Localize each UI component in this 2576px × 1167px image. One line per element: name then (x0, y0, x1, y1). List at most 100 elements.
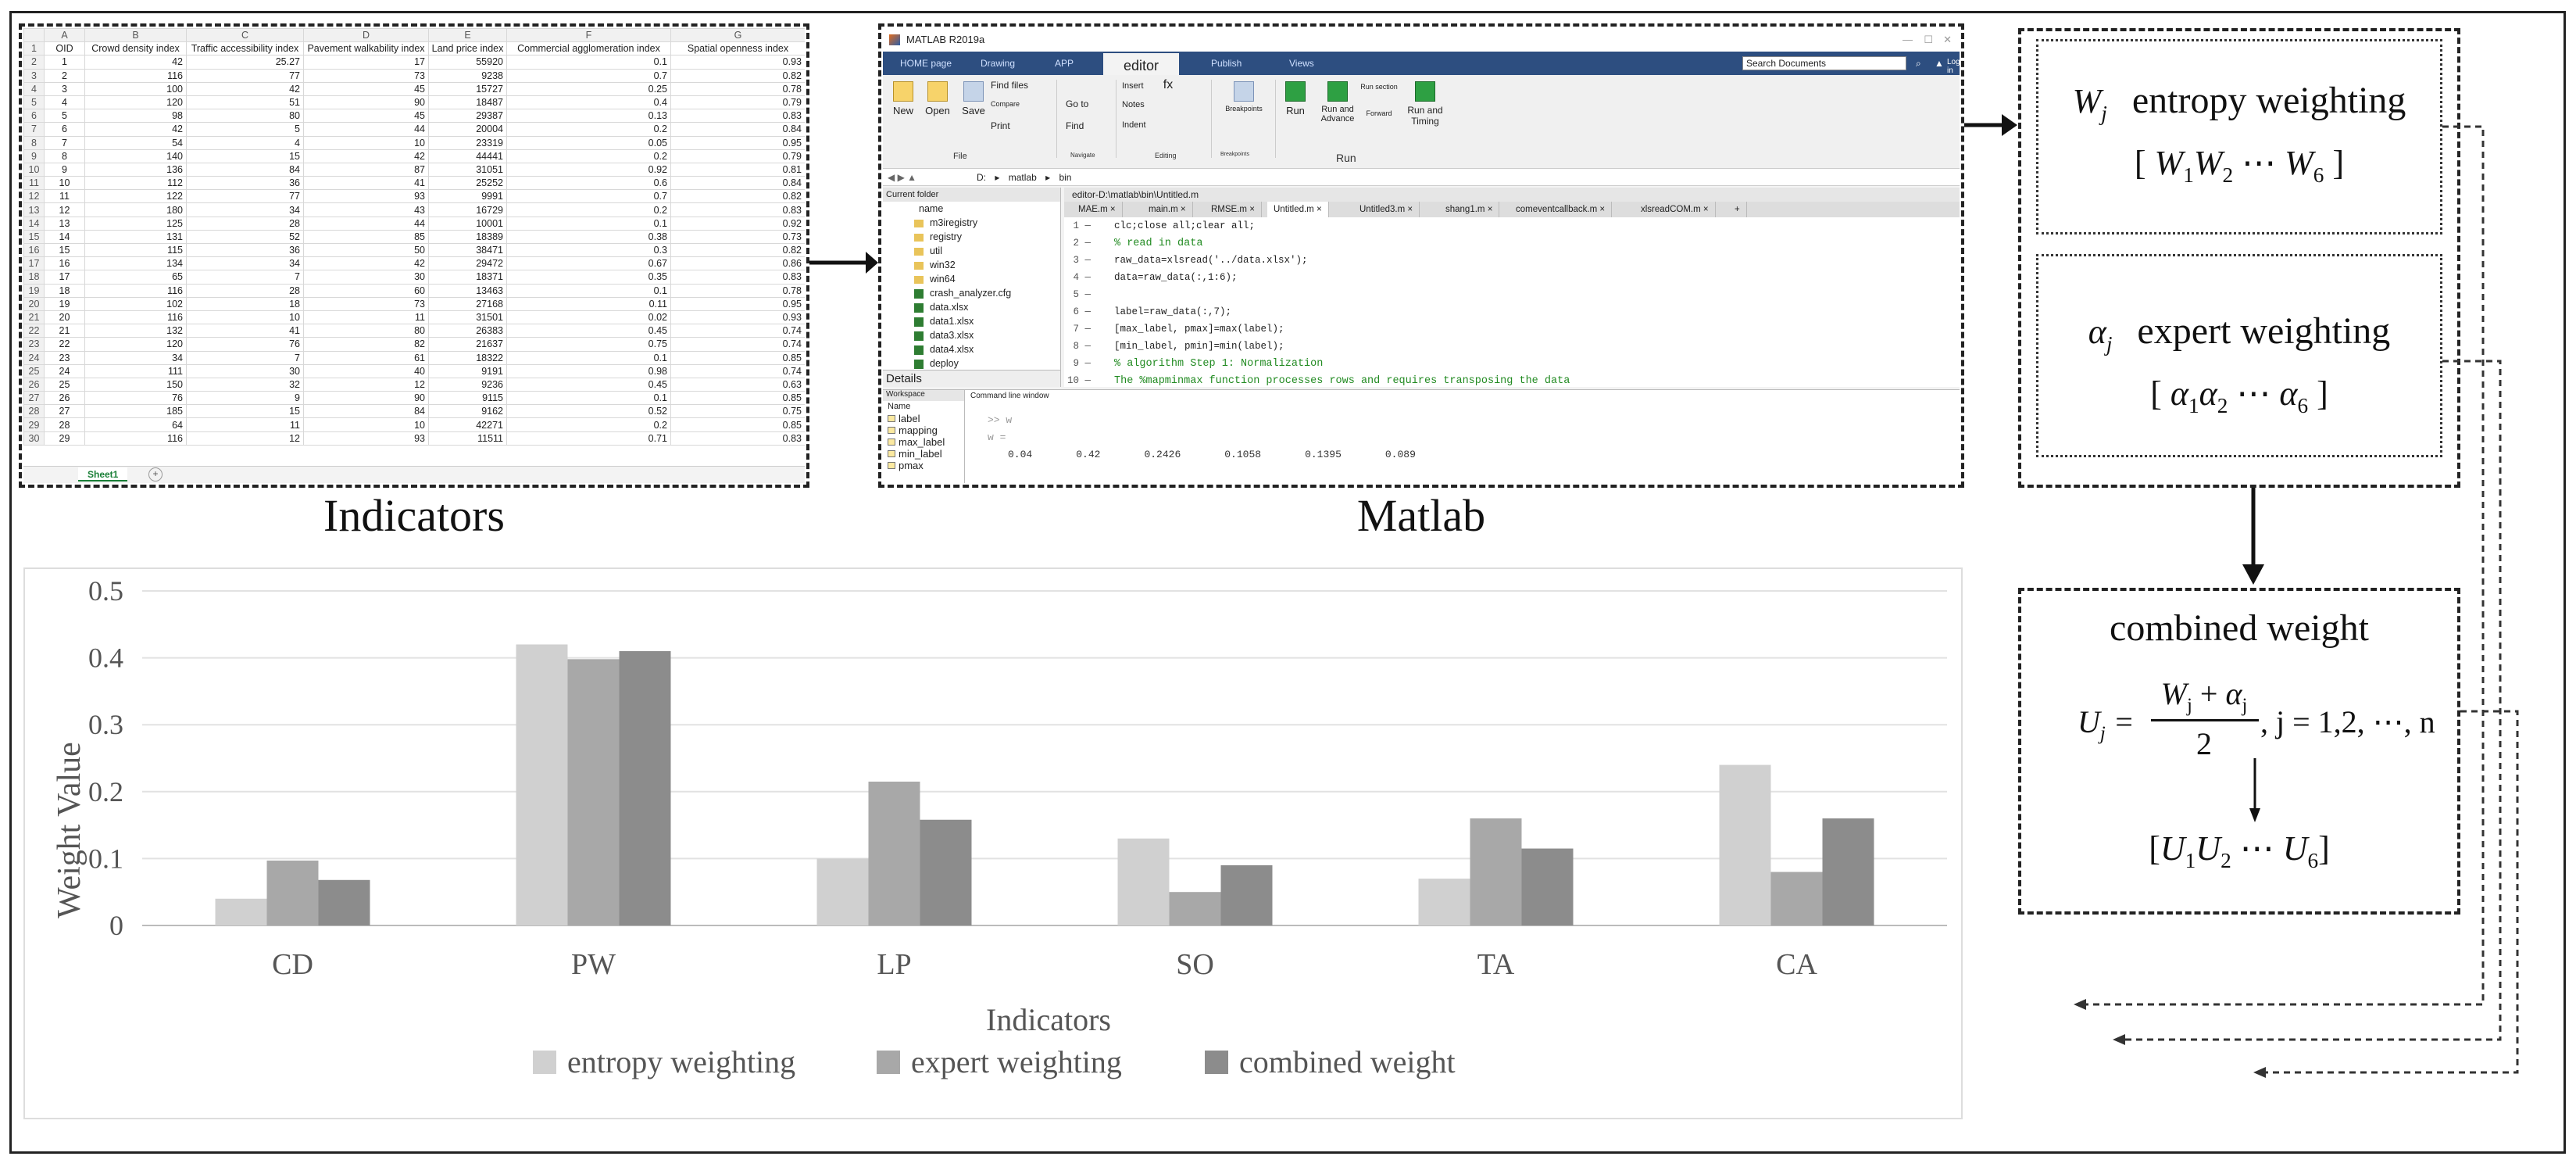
file-item[interactable]: util (883, 244, 1060, 258)
table-cell[interactable]: 0.71 (506, 431, 671, 446)
table-cell[interactable]: 25.27 (186, 55, 304, 70)
table-cell[interactable]: 0.85 (670, 417, 805, 432)
table-cell[interactable]: 38471 (428, 242, 507, 258)
column-letter-D[interactable]: D (303, 28, 429, 43)
table-cell[interactable]: 20 (44, 310, 85, 325)
sheet-tab[interactable]: Sheet1 (78, 467, 128, 481)
table-cell[interactable]: 90 (303, 95, 429, 110)
table-cell[interactable]: 22 (44, 337, 85, 352)
table-cell[interactable]: 18 (44, 283, 85, 298)
column-letter-G[interactable]: G (670, 28, 805, 43)
table-cell[interactable]: 9991 (428, 189, 507, 204)
table-cell[interactable]: 0.92 (670, 216, 805, 231)
workspace-name-col[interactable]: Name (888, 402, 911, 411)
table-cell[interactable]: 136 (84, 162, 187, 177)
minimize-icon[interactable]: — (1903, 34, 1913, 45)
editor-tab[interactable]: xlsreadCOM.m × (1635, 202, 1716, 217)
row-number[interactable]: 6 (23, 109, 45, 124)
command-window[interactable]: Command line window >> w w = 0.04 0.42 0.2… (969, 390, 1953, 483)
table-cell[interactable]: 21637 (428, 337, 507, 352)
table-cell[interactable]: 42271 (428, 417, 507, 432)
row-number[interactable]: 13 (23, 202, 45, 217)
table-cell[interactable]: 84 (303, 404, 429, 419)
tab-app[interactable]: APP (1055, 58, 1074, 69)
tab-home[interactable]: HOME page (900, 58, 952, 69)
row-number[interactable]: 29 (23, 417, 45, 432)
table-cell[interactable]: 85 (303, 229, 429, 245)
workspace-variable[interactable]: mapping (883, 424, 964, 436)
file-item[interactable]: win32 (883, 258, 1060, 272)
table-cell[interactable]: 122 (84, 189, 187, 204)
editor-tab[interactable]: main.m × (1142, 202, 1193, 217)
search-icon[interactable]: ⌕ (1916, 58, 1921, 69)
search-input[interactable]: Search Documents (1742, 56, 1906, 70)
table-cell[interactable]: 116 (84, 283, 187, 298)
column-header[interactable]: Crowd density index (84, 41, 187, 56)
table-cell[interactable]: 15727 (428, 81, 507, 96)
row-number[interactable]: 5 (23, 95, 45, 110)
row-number[interactable]: 11 (23, 176, 45, 191)
file-item[interactable]: deploy (883, 356, 1060, 371)
table-cell[interactable]: 24 (44, 363, 85, 378)
table-cell[interactable]: 10 (303, 417, 429, 432)
file-item[interactable]: registry (883, 230, 1060, 244)
notification-icon[interactable]: ▲ (1935, 58, 1944, 69)
table-cell[interactable]: 40 (303, 363, 429, 378)
tab-editor[interactable]: editor (1103, 53, 1180, 75)
add-sheet-button[interactable]: + (148, 467, 163, 481)
table-cell[interactable]: 0.83 (670, 270, 805, 285)
file-item[interactable]: win64 (883, 272, 1060, 286)
table-cell[interactable]: 9115 (428, 391, 507, 406)
table-cell[interactable]: 34 (186, 256, 304, 271)
editor-tab[interactable]: RMSE.m × (1205, 202, 1262, 217)
tab-drawing[interactable]: Drawing (981, 58, 1016, 69)
column-header[interactable]: Land price index (428, 41, 507, 56)
row-number[interactable]: 12 (23, 189, 45, 204)
row-number[interactable]: 23 (23, 337, 45, 352)
table-cell[interactable]: 90 (303, 391, 429, 406)
run-button[interactable]: Run (1280, 81, 1311, 116)
open-button[interactable]: Open (920, 81, 955, 116)
run-advance-button[interactable]: Run and Advance (1314, 81, 1361, 124)
forward-button[interactable]: Forward (1366, 109, 1392, 117)
details-header[interactable]: Details (883, 370, 1060, 387)
table-cell[interactable]: 76 (84, 391, 187, 406)
find-files-button[interactable]: Find files (991, 80, 1029, 91)
workspace-variable[interactable]: max_label (883, 436, 964, 448)
table-cell[interactable]: 0.93 (670, 55, 805, 70)
table-cell[interactable]: 102 (84, 296, 187, 311)
login-link[interactable]: Log in (1947, 58, 1960, 75)
tab-views[interactable]: Views (1289, 58, 1314, 69)
table-cell[interactable]: 23319 (428, 135, 507, 150)
table-cell[interactable]: 21 (44, 324, 85, 338)
table-cell[interactable]: 0.52 (506, 404, 671, 419)
editor-tab[interactable]: MAE.m × (1072, 202, 1123, 217)
find-button[interactable]: Find (1066, 120, 1084, 131)
save-button[interactable]: Save (956, 81, 991, 116)
table-cell[interactable]: 125 (84, 216, 187, 231)
table-cell[interactable]: 0.2 (506, 149, 671, 163)
new-tab-button[interactable]: + (1728, 202, 1747, 217)
address-folder[interactable]: matlab (1008, 172, 1037, 183)
editor-tab[interactable]: Untitled3.m × (1353, 202, 1420, 217)
table-cell[interactable]: 93 (303, 431, 429, 446)
code-area[interactable]: 1 — clc;close all;clear all; 2 — % read in … (1064, 217, 1960, 389)
editor-tab[interactable]: Untitled.m × (1267, 202, 1329, 217)
file-item[interactable]: data1.xlsx (883, 314, 1060, 328)
table-cell[interactable]: 15 (44, 242, 85, 258)
nav-back-icon[interactable]: ◀ ▶ ▲ (888, 172, 917, 183)
table-cell[interactable]: 15 (186, 404, 304, 419)
row-number[interactable]: 9 (23, 149, 45, 163)
workspace-variable[interactable]: label (883, 413, 964, 424)
close-icon[interactable]: ✕ (1943, 34, 1952, 45)
table-cell[interactable]: 0.2 (506, 417, 671, 432)
table-cell[interactable]: 34 (186, 202, 304, 217)
table-cell[interactable]: 0.67 (506, 256, 671, 271)
table-cell[interactable]: 116 (84, 431, 187, 446)
row-number[interactable]: 28 (23, 404, 45, 419)
insert-button[interactable]: Insert (1122, 81, 1144, 91)
print-button[interactable]: Print (991, 120, 1010, 131)
table-cell[interactable]: 11 (186, 417, 304, 432)
table-cell[interactable]: 19 (44, 296, 85, 311)
table-cell[interactable]: 44441 (428, 149, 507, 163)
